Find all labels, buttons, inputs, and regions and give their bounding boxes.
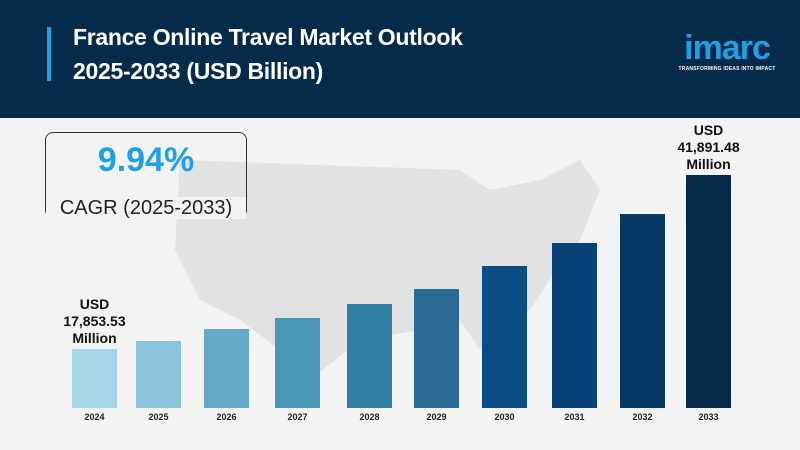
logo-tagline: TRANSFORMING IDEAS INTO IMPACT (678, 66, 776, 72)
bar-2026 (204, 328, 249, 408)
data-label-line: USD (693, 122, 724, 138)
cagr-box: 9.94% CAGR (2025-2033) (45, 132, 247, 219)
x-tick-label: 2024 (84, 412, 104, 422)
title-line-1: France Online Travel Market Outlook (73, 24, 463, 50)
page-title: France Online Travel Market Outlook 2025… (73, 20, 463, 88)
data-label-line: 17,853.53 (63, 313, 126, 329)
bar-2032 (620, 214, 665, 408)
x-tick-label: 2030 (494, 412, 514, 422)
x-tick-label: 2027 (287, 412, 307, 422)
data-label-line: Million (72, 330, 117, 346)
data-label-line: USD (79, 296, 110, 312)
header: France Online Travel Market Outlook 2025… (0, 0, 800, 118)
x-tick-label: 2025 (148, 412, 168, 422)
bar-2028 (347, 304, 392, 408)
title-line-2: 2025-2033 (USD Billion) (73, 58, 324, 84)
bar-2029 (414, 289, 459, 408)
x-tick-label: 2032 (632, 412, 652, 422)
data-label-line: Million (686, 156, 731, 172)
bar-2031 (552, 242, 597, 408)
x-tick-label: 2033 (698, 412, 718, 422)
bar-2027 (275, 317, 320, 408)
cagr-value: 9.94% (97, 141, 195, 179)
bar-2030 (482, 265, 527, 408)
bar-2025 (136, 340, 181, 408)
x-tick-label: 2028 (359, 412, 379, 422)
accent-bar (47, 27, 51, 81)
imarc-logo: imarc TRANSFORMING IDEAS INTO IMPACT (672, 30, 782, 72)
data-label-2033: USD 41,891.48 Million (659, 122, 759, 173)
x-tick-label: 2026 (216, 412, 236, 422)
x-tick-label: 2029 (426, 412, 446, 422)
x-tick-label: 2031 (564, 412, 584, 422)
bar-2024 (72, 349, 117, 408)
bar-2033 (686, 175, 731, 408)
logo-name: imarc (684, 29, 771, 67)
data-label-2024: USD 17,853.53 Million (45, 296, 145, 347)
cagr-label: CAGR (2025-2033) (46, 197, 246, 219)
data-label-line: 41,891.48 (677, 139, 740, 155)
